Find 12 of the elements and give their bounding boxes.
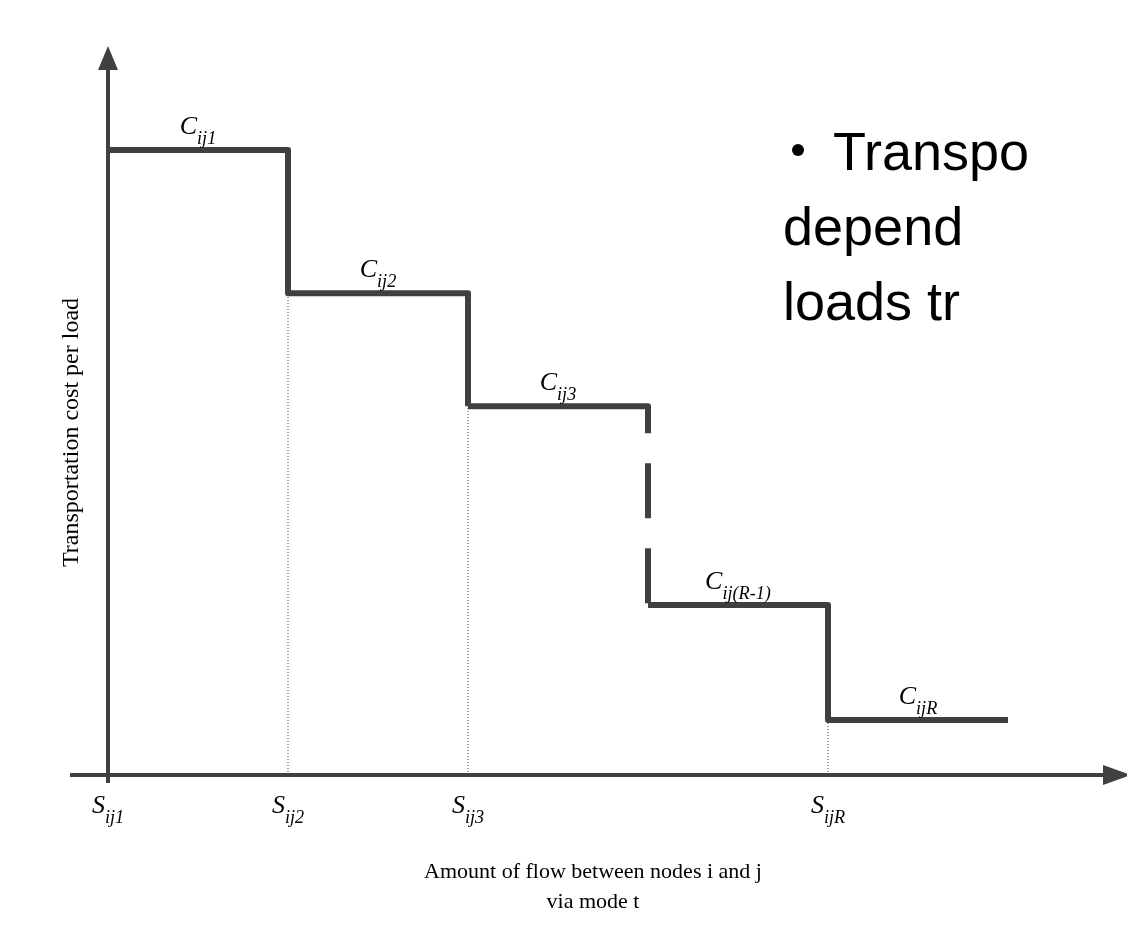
annotation: C$_{ijR}$ (898, 681, 938, 718)
y-axis-title: Transportation cost per load (57, 297, 83, 568)
x-tick-label: S$_{ij1}$ (91, 790, 125, 827)
annotation: C$_{ij2}$ (359, 254, 397, 292)
annotation: C$_{ij(R-1)}$ (705, 566, 771, 604)
x-tick-label: S$_{ij3}$ (451, 790, 485, 827)
x-tick-label: S$_{ijR}$ (810, 790, 846, 827)
x-axis-title: Amount of flow between nodes i and j via mode t (424, 858, 762, 913)
annotation: C$_{ij3}$ (539, 367, 577, 405)
annotation: C$_{ij1}$ (179, 111, 217, 148)
annotation: Transpo depend loads tr (783, 121, 1030, 331)
x-tick-label: S$_{ij2}$ (271, 790, 305, 827)
